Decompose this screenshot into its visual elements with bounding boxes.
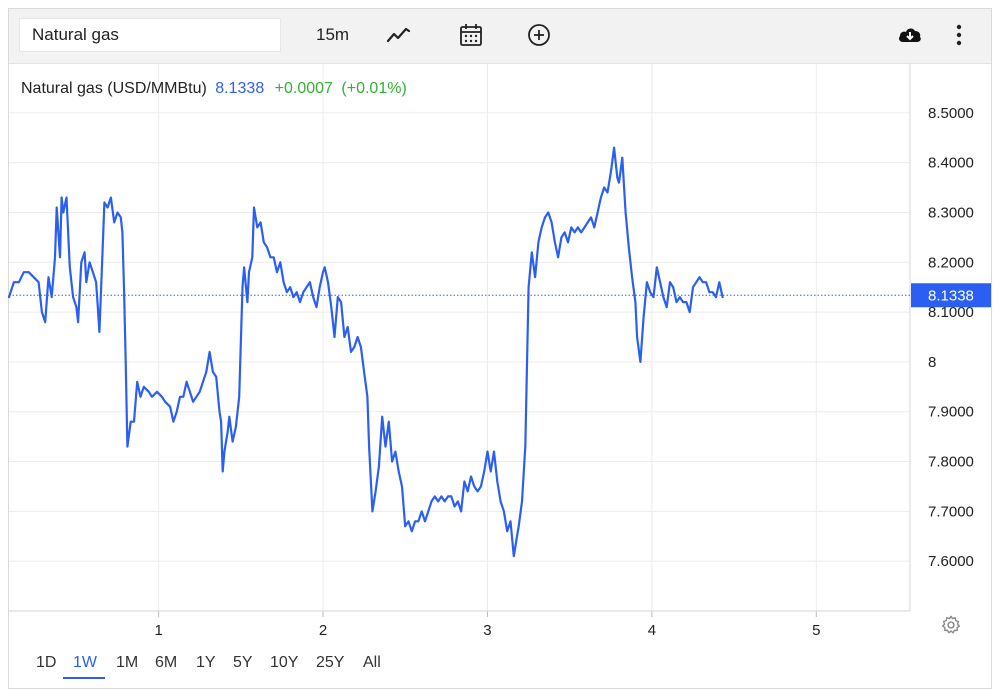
range-button-1m[interactable]: 1M bbox=[116, 654, 139, 671]
range-button-1w[interactable]: 1W bbox=[73, 654, 97, 671]
range-button-5y[interactable]: 5Y bbox=[233, 654, 253, 671]
x-tick-label: 2 bbox=[319, 622, 327, 639]
y-tick-label: 8 bbox=[928, 354, 936, 371]
y-tick-label: 8.4000 bbox=[928, 155, 974, 172]
legend-change-pct: (+0.01%) bbox=[341, 80, 407, 97]
calendar-icon[interactable] bbox=[457, 21, 485, 49]
x-tick-label: 1 bbox=[154, 622, 162, 639]
symbol-search-input[interactable]: Natural gas bbox=[19, 18, 281, 52]
legend-price: 8.1338 bbox=[215, 80, 265, 97]
y-tick-label: 8.3000 bbox=[928, 204, 974, 221]
range-button-1d[interactable]: 1D bbox=[36, 654, 57, 671]
y-tick-label: 7.9000 bbox=[928, 404, 974, 421]
y-tick-label: 8.5000 bbox=[928, 105, 974, 122]
range-button-10y[interactable]: 10Y bbox=[270, 654, 299, 671]
interval-selector[interactable]: 15m bbox=[316, 25, 350, 44]
range-button-6m[interactable]: 6M bbox=[155, 654, 178, 671]
x-tick-label: 4 bbox=[648, 622, 656, 639]
range-button-all[interactable]: All bbox=[363, 654, 381, 671]
settings-gear-icon[interactable] bbox=[940, 614, 962, 636]
range-button-1y[interactable]: 1Y bbox=[196, 654, 216, 671]
add-circle-icon[interactable] bbox=[525, 21, 553, 49]
grid-layer bbox=[9, 63, 910, 611]
y-axis: 7.6000 7.7000 7.8000 7.9000 8 8.1000 8.2000 8.3… bbox=[928, 105, 974, 570]
price-series-line bbox=[7, 146, 724, 558]
cloud-download-icon[interactable] bbox=[896, 21, 924, 49]
active-range-underline bbox=[63, 677, 105, 679]
series-layer bbox=[7, 146, 724, 558]
chart-widget: Natural gas 15m bbox=[8, 8, 992, 689]
y-tick-label: 7.8000 bbox=[928, 454, 974, 471]
last-price-badge bbox=[911, 283, 991, 308]
chart-legend: Natural gas (USD/MMBtu) 8.1338 +0.0007 (… bbox=[21, 80, 407, 98]
x-axis: 1 2 3 4 5 bbox=[154, 611, 820, 639]
x-tick-label: 5 bbox=[812, 622, 820, 639]
last-price-label: 8.1338 bbox=[928, 287, 974, 304]
line-chart-icon[interactable] bbox=[384, 21, 412, 49]
more-vertical-icon[interactable] bbox=[945, 21, 973, 49]
toolbar: Natural gas 15m bbox=[9, 9, 991, 64]
y-tick-label: 8.2000 bbox=[928, 254, 974, 271]
y-tick-label: 8.1000 bbox=[928, 304, 974, 321]
range-button-25y[interactable]: 25Y bbox=[316, 654, 345, 671]
legend-symbol-name: Natural gas (USD/MMBtu) bbox=[21, 80, 207, 97]
last-price-marker: 8.1338 bbox=[9, 283, 991, 308]
y-tick-label: 7.6000 bbox=[928, 553, 974, 570]
x-tick-label: 3 bbox=[483, 622, 491, 639]
y-tick-label: 7.7000 bbox=[928, 503, 974, 520]
legend-change: +0.0007 bbox=[274, 80, 333, 97]
